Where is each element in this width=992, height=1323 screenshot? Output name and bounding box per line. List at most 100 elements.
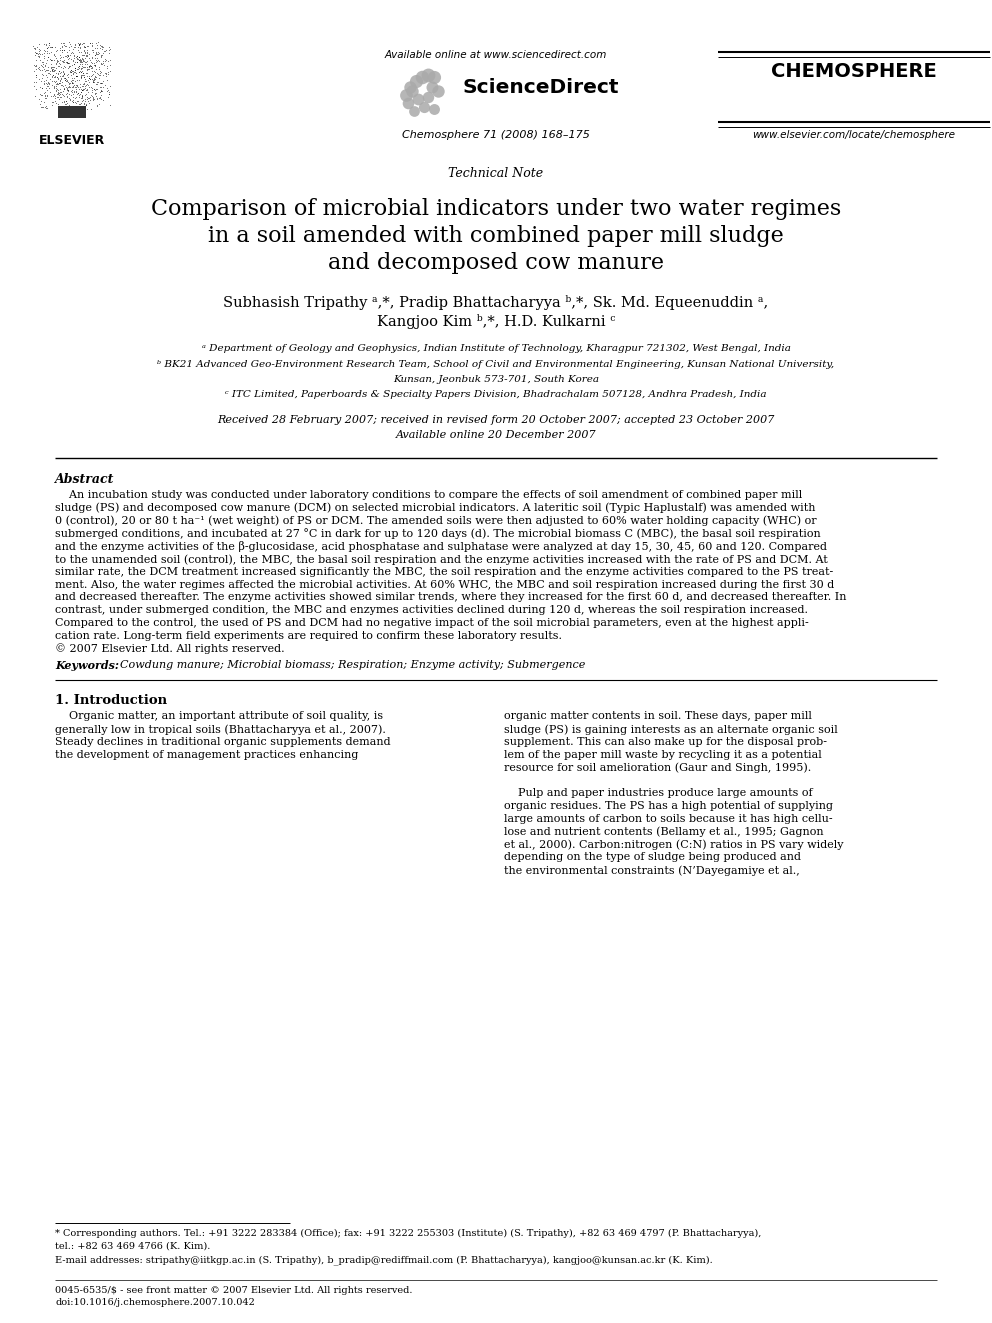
Point: [76, 37, 92, 58]
Point: [408, 70, 424, 91]
Point: [44, 66, 60, 87]
Point: [33, 50, 49, 71]
Point: [58, 93, 73, 114]
Point: [51, 56, 66, 77]
Point: [79, 60, 95, 81]
Point: [94, 45, 110, 66]
Point: [82, 49, 98, 70]
Point: [92, 62, 108, 83]
Point: [93, 89, 109, 110]
Point: [57, 70, 72, 91]
Point: [31, 45, 47, 66]
Point: [81, 93, 97, 114]
Point: [78, 78, 94, 99]
Point: [85, 69, 101, 90]
Point: [52, 53, 67, 74]
Point: [74, 79, 90, 101]
Point: [53, 73, 68, 94]
Point: [79, 79, 95, 101]
Point: [46, 58, 62, 79]
Point: [60, 65, 75, 86]
Point: [57, 40, 72, 61]
Point: [45, 36, 61, 57]
Point: [92, 79, 108, 101]
Point: [76, 50, 92, 71]
Point: [75, 78, 91, 99]
Point: [80, 67, 96, 89]
Point: [28, 64, 44, 85]
Point: [34, 67, 50, 89]
Point: [56, 50, 71, 71]
Point: [37, 97, 53, 118]
Text: large amounts of carbon to soils because it has high cellu-: large amounts of carbon to soils because…: [504, 814, 832, 824]
Point: [28, 38, 44, 60]
Point: [100, 50, 116, 71]
Point: [74, 48, 90, 69]
Point: [75, 45, 91, 66]
Point: [92, 34, 108, 56]
Point: [101, 42, 117, 64]
Point: [53, 78, 68, 99]
Point: [79, 45, 95, 66]
Point: [47, 75, 62, 97]
Point: [36, 58, 52, 79]
Point: [86, 78, 102, 99]
Point: [87, 79, 103, 101]
Point: [41, 32, 57, 53]
Text: tel.: +82 63 469 4766 (K. Kim).: tel.: +82 63 469 4766 (K. Kim).: [55, 1242, 210, 1252]
Point: [78, 83, 94, 105]
Text: An incubation study was conducted under laboratory conditions to compare the eff: An incubation study was conducted under …: [55, 490, 803, 500]
Point: [71, 83, 87, 105]
Point: [46, 86, 62, 107]
Point: [72, 37, 88, 58]
Point: [68, 66, 84, 87]
Point: [102, 94, 118, 115]
Point: [55, 83, 70, 105]
Point: [37, 41, 53, 62]
Point: [54, 50, 69, 71]
Point: [85, 41, 101, 62]
Point: [64, 69, 80, 90]
Point: [59, 95, 74, 116]
Point: [73, 45, 89, 66]
Point: [77, 69, 93, 90]
Point: [69, 58, 85, 79]
Point: [416, 97, 432, 118]
Point: [65, 75, 81, 97]
Point: [75, 65, 91, 86]
Point: [27, 44, 43, 65]
Point: [65, 36, 81, 57]
Point: [88, 89, 104, 110]
Point: [92, 64, 108, 85]
Point: [29, 36, 45, 57]
Point: [43, 67, 59, 89]
Point: [36, 46, 52, 67]
Point: [93, 34, 109, 56]
Point: [86, 89, 102, 110]
Point: [50, 82, 65, 103]
Point: [40, 85, 56, 106]
Point: [40, 66, 56, 87]
Text: Chemosphere 71 (2008) 168–175: Chemosphere 71 (2008) 168–175: [402, 130, 590, 140]
Point: [414, 66, 430, 87]
Text: supplement. This can also make up for the disposal prob-: supplement. This can also make up for th…: [504, 737, 827, 747]
Point: [70, 62, 86, 83]
Point: [84, 52, 100, 73]
Point: [59, 69, 74, 90]
Point: [48, 52, 63, 73]
Point: [84, 89, 100, 110]
Point: [69, 58, 85, 79]
Point: [40, 36, 56, 57]
Point: [70, 46, 86, 67]
Point: [39, 95, 55, 116]
Point: [74, 33, 90, 54]
Point: [66, 61, 82, 82]
Point: [65, 50, 81, 71]
Point: [66, 36, 82, 57]
Point: [37, 86, 53, 107]
Point: [35, 53, 51, 74]
Point: [72, 66, 88, 87]
Point: [34, 52, 50, 73]
Point: [93, 73, 109, 94]
Point: [53, 81, 68, 102]
